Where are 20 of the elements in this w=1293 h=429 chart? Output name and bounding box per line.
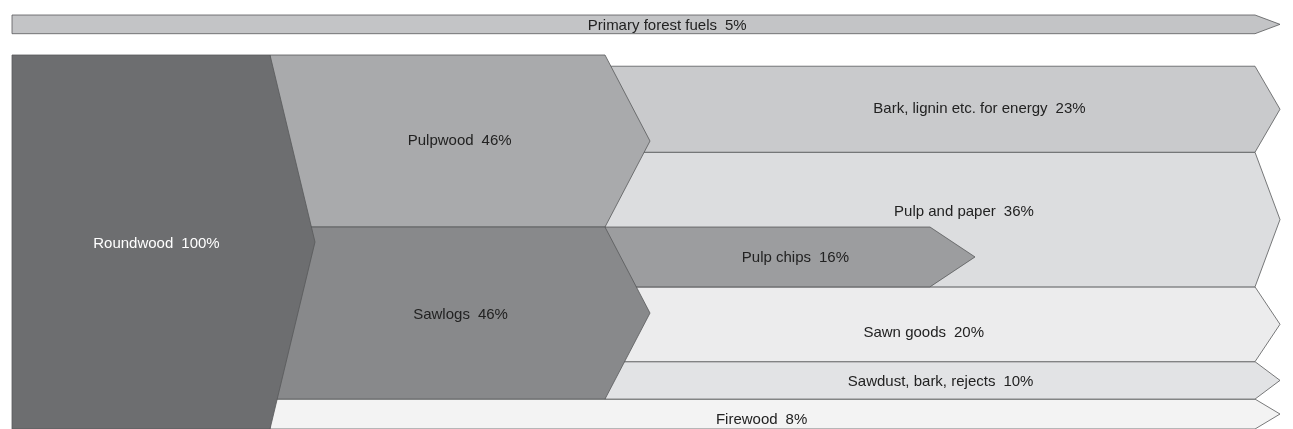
category-label: Roundwood [93, 233, 174, 251]
category-label: Sawn goods [863, 323, 946, 341]
data-label: 8% [785, 409, 808, 427]
category-label: Bark, lignin etc. for energy [873, 99, 1049, 117]
category-label: Pulpwood [407, 130, 474, 148]
category-label: Sawdust, bark, rejects [847, 371, 996, 389]
data-label: 23% [1055, 99, 1086, 117]
category-label: Pulp chips [741, 248, 811, 266]
category-label: Primary forest fuels [587, 15, 717, 33]
data-label: 10% [1003, 371, 1034, 389]
data-label: 16% [819, 248, 850, 266]
data-label: 36% [1003, 201, 1034, 219]
data-label: 46% [477, 304, 508, 322]
category-label: Firewood [715, 409, 778, 427]
data-label: 46% [481, 130, 512, 148]
category-label: Pulp and paper [894, 201, 996, 219]
data-label: 100% [181, 233, 220, 251]
data-label: 20% [954, 323, 985, 341]
category-label: Sawlogs [413, 304, 470, 322]
data-label: 5% [725, 15, 747, 33]
